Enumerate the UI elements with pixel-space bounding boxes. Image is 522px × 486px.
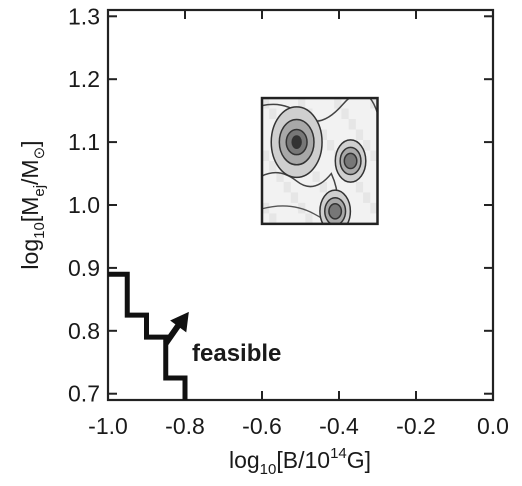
x-axis-title: log10[B/1014G]: [229, 445, 371, 478]
y-axis-title-tail: ]: [17, 140, 43, 146]
y-axis-title-mid2: /M: [17, 159, 43, 185]
x-axis-title-mid: [B/10: [276, 447, 330, 473]
x-tick-label: -0.8: [165, 413, 205, 439]
y-tick-label: 1.2: [68, 66, 100, 92]
x-ticks: -1.0 -0.8 -0.6 -0.4 -0.2 0.0: [88, 10, 509, 439]
feasible-annotation: feasible: [163, 311, 281, 367]
y-tick-label: 0.8: [68, 318, 100, 344]
y-tick-label: 1.0: [68, 192, 100, 218]
y-tick-label: 1.1: [68, 129, 100, 155]
contour-inset: [260, 96, 379, 226]
x-tick-label: -0.4: [319, 413, 359, 439]
contour-level-3: [328, 202, 343, 220]
feasibility-boundary-line: [108, 271, 188, 400]
y-axis-title-sub3: ⊙: [31, 147, 48, 160]
contour-level-4: [291, 135, 302, 149]
x-axis-title-sub: 10: [260, 461, 277, 478]
y-axis-title-sub1: 10: [31, 222, 48, 239]
feasible-arrow-head: [170, 311, 189, 333]
y-axis-title: log10[Mej/M⊙]: [17, 140, 48, 269]
y-axis-title-base: log: [17, 239, 43, 270]
contour-line: [262, 205, 330, 224]
contour-line: [262, 98, 378, 122]
y-axis-title-mid: [M: [17, 197, 43, 223]
x-tick-label: 0.0: [477, 413, 509, 439]
y-tick-label: 1.3: [68, 3, 100, 29]
y-axis-title-sub2: ej: [31, 185, 48, 197]
x-tick-label: -0.6: [242, 413, 282, 439]
y-ticks: 0.7 0.8 0.9 1.0 1.1 1.2 1.3: [68, 3, 493, 407]
x-tick-label: -1.0: [88, 413, 128, 439]
x-axis-title-sup: 14: [330, 445, 347, 462]
inset-frame: [260, 96, 379, 226]
y-tick-label: 0.9: [68, 255, 100, 281]
y-tick-label: 0.7: [68, 381, 100, 407]
x-axis-title-base: log: [229, 447, 260, 473]
feasible-label: feasible: [192, 340, 281, 367]
x-tick-label: -0.2: [396, 413, 436, 439]
x-axis-title-tail: G]: [347, 447, 371, 473]
contour-level-3: [343, 152, 358, 170]
inset-contours: [262, 98, 378, 224]
